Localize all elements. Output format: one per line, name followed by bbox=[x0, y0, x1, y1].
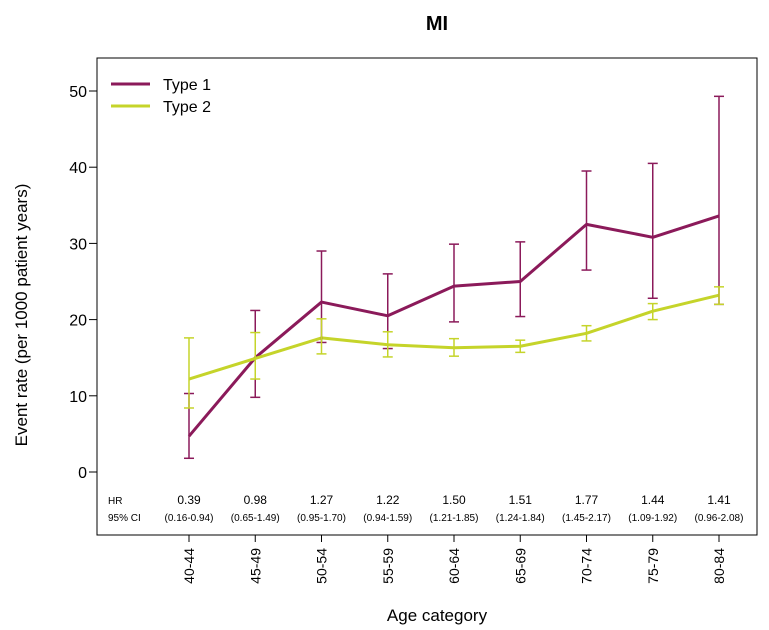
hr-value: 1.22 bbox=[376, 493, 400, 507]
hr-value: 1.27 bbox=[310, 493, 334, 507]
error-bar bbox=[647, 162, 658, 300]
hr-annotations: HR 95% CI 0.39 0.98 1.27 1.22 1.50 1.51 1.77 1.44… bbox=[108, 493, 743, 524]
legend-label: Type 2 bbox=[163, 99, 211, 116]
error-bar bbox=[316, 318, 327, 355]
ci-value: (1.21-1.85) bbox=[430, 513, 479, 524]
error-bar bbox=[515, 339, 526, 354]
ci-value: (1.09-1.92) bbox=[628, 513, 677, 524]
x-tick-label: 50-54 bbox=[314, 548, 330, 584]
error-bar bbox=[184, 337, 194, 409]
x-tick-label: 40-44 bbox=[181, 548, 197, 584]
x-axis-label: Age category bbox=[387, 606, 488, 625]
error-bar bbox=[449, 337, 459, 357]
ci-value: (0.65-1.49) bbox=[231, 513, 280, 524]
hr-value: 0.39 bbox=[177, 493, 201, 507]
hr-value: 1.77 bbox=[575, 493, 599, 507]
x-tick-label: 75-79 bbox=[645, 548, 661, 584]
x-tick-label: 60-64 bbox=[446, 548, 462, 584]
y-tick-label: 0 bbox=[78, 465, 87, 482]
y-tick-label: 20 bbox=[69, 313, 87, 330]
error-bar bbox=[581, 324, 592, 342]
ci-value: (0.96-2.08) bbox=[695, 513, 744, 524]
hr-value: 0.98 bbox=[244, 493, 268, 507]
legend-label: Type 1 bbox=[163, 77, 211, 94]
y-tick-label: 50 bbox=[69, 84, 87, 101]
error-bar bbox=[449, 243, 459, 323]
error-bar bbox=[714, 286, 724, 306]
ci-value: (1.24-1.84) bbox=[496, 513, 545, 524]
error-bar bbox=[382, 331, 393, 358]
y-axis: 0 10 20 30 40 50 bbox=[69, 84, 97, 482]
plot-frame bbox=[96, 57, 758, 536]
chart-title: MI bbox=[426, 13, 448, 35]
error-bar bbox=[250, 331, 261, 380]
series-layer bbox=[184, 95, 724, 460]
ci-value: (0.94-1.59) bbox=[363, 513, 412, 524]
ci-row-label: 95% CI bbox=[108, 513, 141, 524]
x-tick-label: 55-59 bbox=[380, 548, 396, 584]
error-bar bbox=[515, 241, 526, 318]
y-tick-label: 30 bbox=[69, 236, 87, 253]
y-axis-label: Event rate (per 1000 patient years) bbox=[12, 184, 31, 447]
hr-value: 1.44 bbox=[641, 493, 665, 507]
hr-value: 1.51 bbox=[509, 493, 533, 507]
x-tick-label: 80-84 bbox=[711, 548, 727, 584]
hr-value: 1.50 bbox=[442, 493, 466, 507]
error-bar bbox=[647, 302, 658, 321]
hr-value: 1.41 bbox=[707, 493, 731, 507]
hr-row-label: HR bbox=[108, 496, 122, 507]
y-tick-label: 40 bbox=[69, 160, 87, 177]
ci-value: (1.45-2.17) bbox=[562, 513, 611, 524]
x-tick-label: 65-69 bbox=[512, 548, 528, 584]
y-tick-label: 10 bbox=[69, 389, 87, 406]
x-tick-label: 70-74 bbox=[579, 548, 595, 584]
x-tick-label: 45-49 bbox=[247, 548, 263, 584]
ci-value: (0.16-0.94) bbox=[165, 513, 214, 524]
ci-value: (0.95-1.70) bbox=[297, 513, 346, 524]
legend: Type 1 Type 2 bbox=[111, 77, 211, 116]
error-bar bbox=[714, 95, 724, 306]
error-bar bbox=[581, 170, 592, 271]
x-axis: 40-44 45-49 50-54 55-59 60-64 65-69 70-74 75-79… bbox=[181, 535, 727, 584]
